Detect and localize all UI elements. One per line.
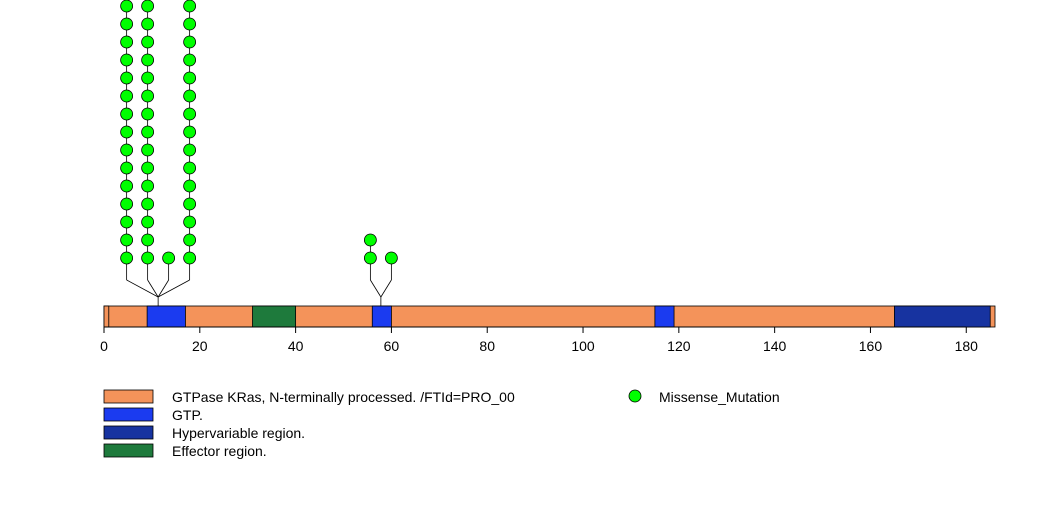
x-tick-label-80: 80 — [479, 338, 495, 354]
missense-point-15-1 — [183, 233, 197, 247]
x-tick-label-100: 100 — [571, 338, 595, 354]
legend-label-1: GTP. — [172, 407, 203, 423]
x-tick-label-40: 40 — [288, 338, 304, 354]
missense-point-12-0 — [120, 251, 134, 265]
missense-point-15-3 — [183, 197, 197, 211]
domain-2 — [371, 305, 392, 328]
x-tick-label-120: 120 — [667, 338, 691, 354]
missense-point-12-8 — [120, 107, 134, 121]
missense-point-61-0 — [384, 251, 398, 265]
missense-point-13-5 — [141, 161, 155, 175]
x-tick-label-180: 180 — [955, 338, 979, 354]
missense-point-12-1 — [120, 233, 134, 247]
legend: GTPase KRas, N-terminally processed. /FT… — [103, 389, 780, 459]
missense-point-13-10 — [141, 71, 155, 85]
domain-3 — [654, 305, 675, 328]
missense-point-12-14 — [120, 0, 134, 13]
legend-swatch-2 — [103, 425, 154, 440]
legend-label-3: Effector region. — [172, 443, 267, 459]
protein-start-cap — [103, 305, 110, 328]
missense-point-13-11 — [141, 53, 155, 67]
x-tick-label-140: 140 — [763, 338, 787, 354]
legend-mutation-marker-0 — [628, 389, 642, 403]
missense-point-14-0 — [162, 251, 176, 265]
missense-point-15-8 — [183, 107, 197, 121]
x-tick-label-20: 20 — [192, 338, 208, 354]
missense-point-13-4 — [141, 179, 155, 193]
missense-point-15-4 — [183, 179, 197, 193]
missense-point-15-10 — [183, 71, 197, 85]
x-tick-label-0: 0 — [100, 338, 108, 354]
missense-point-15-5 — [183, 161, 197, 175]
legend-label-2: Hypervariable region. — [172, 425, 305, 441]
domain-0 — [103, 305, 996, 328]
legend-swatch-3 — [103, 443, 154, 458]
missense-point-59-0 — [363, 251, 377, 265]
missense-point-15-6 — [183, 143, 197, 157]
missense-point-13-13 — [141, 17, 155, 31]
legend-label-0: GTPase KRas, N-terminally processed. /FT… — [172, 389, 515, 405]
legend-swatch-0 — [103, 389, 154, 404]
missense-point-15-13 — [183, 17, 197, 31]
missense-point-13-0 — [141, 251, 155, 265]
missense-point-15-7 — [183, 125, 197, 139]
missense-point-13-8 — [141, 107, 155, 121]
x-tick-label-60: 60 — [384, 338, 400, 354]
missense-point-15-11 — [183, 53, 197, 67]
mutation-fork-15 — [157, 279, 190, 298]
missense-point-13-7 — [141, 125, 155, 139]
missense-point-13-9 — [141, 89, 155, 103]
missense-point-12-3 — [120, 197, 134, 211]
legend-swatch-1 — [103, 407, 154, 422]
missense-point-13-1 — [141, 233, 155, 247]
missense-point-12-10 — [120, 71, 134, 85]
domain-5 — [894, 305, 991, 328]
missense-point-15-12 — [183, 35, 197, 49]
missense-point-15-9 — [183, 89, 197, 103]
mutation-fork-59 — [370, 279, 382, 298]
missense-point-15-14 — [183, 0, 197, 13]
domain-1 — [146, 305, 186, 328]
missense-point-12-12 — [120, 35, 134, 49]
mutation-fork-61 — [380, 279, 392, 298]
missense-point-59-1 — [363, 233, 377, 247]
legend-mutation-label-0: Missense_Mutation — [659, 389, 780, 405]
mutation-fork-12 — [126, 279, 159, 298]
missense-point-12-2 — [120, 215, 134, 229]
mutation-fork-13 — [147, 279, 159, 298]
missense-point-15-2 — [183, 215, 197, 229]
missense-point-12-9 — [120, 89, 134, 103]
mutation-fork-14 — [157, 279, 169, 298]
missense-point-13-6 — [141, 143, 155, 157]
missense-point-15-0 — [183, 251, 197, 265]
missense-point-13-2 — [141, 215, 155, 229]
missense-point-12-7 — [120, 125, 134, 139]
missense-point-12-13 — [120, 17, 134, 31]
missense-point-12-11 — [120, 53, 134, 67]
x-tick-label-160: 160 — [859, 338, 883, 354]
missense-point-12-4 — [120, 179, 134, 193]
protein-bar — [103, 305, 996, 328]
missense-point-12-6 — [120, 143, 134, 157]
missense-point-13-14 — [141, 0, 155, 13]
mutation-points — [120, 0, 398, 265]
missense-point-12-5 — [120, 161, 134, 175]
missense-point-13-3 — [141, 197, 155, 211]
domain-4 — [252, 305, 297, 328]
missense-point-13-12 — [141, 35, 155, 49]
x-axis: 0 20 40 60 80 100 120 140 160 180 — [100, 326, 979, 354]
